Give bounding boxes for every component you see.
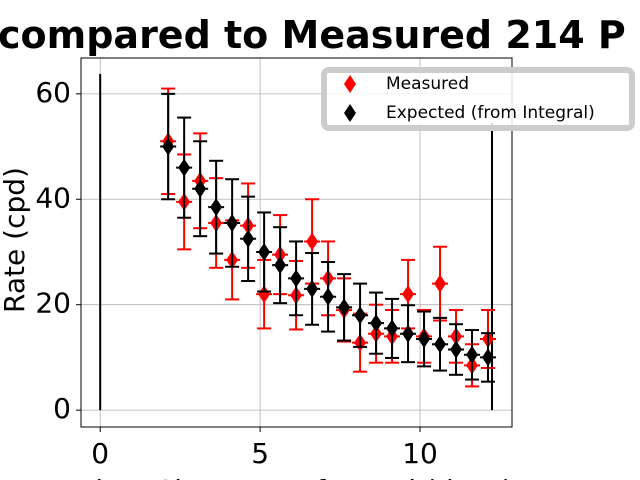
marker <box>274 256 287 275</box>
x-tick-label: 0 <box>91 437 109 470</box>
marker <box>178 158 191 177</box>
marker <box>482 348 495 367</box>
marker <box>162 137 175 156</box>
marker <box>290 269 303 288</box>
legend-label: Measured <box>386 74 469 94</box>
data-point <box>256 211 273 293</box>
marker <box>306 279 319 298</box>
marker <box>226 213 239 232</box>
x-tick-label: 5 <box>251 437 269 470</box>
marker <box>386 319 399 338</box>
marker <box>258 285 271 304</box>
chart-title: compared to Measured 214 P <box>0 13 626 57</box>
marker <box>258 242 271 261</box>
data-point <box>464 329 481 381</box>
marker <box>466 345 479 364</box>
marker <box>338 298 351 317</box>
legend-box <box>321 67 635 131</box>
plot-frame <box>80 57 513 428</box>
data-point <box>256 258 273 330</box>
x-axis-label: Time Since Transfer End (days) <box>78 474 513 480</box>
data-point <box>368 291 385 355</box>
data-point <box>176 116 193 219</box>
legend-label: Expected (from Integral) <box>386 103 595 123</box>
y-axis-label: Rate (cpd) <box>0 167 31 313</box>
data-point <box>304 252 321 326</box>
data-point <box>352 282 369 348</box>
legend-marker <box>344 75 356 93</box>
marker <box>450 340 463 359</box>
marker <box>434 335 447 354</box>
data-point <box>480 332 497 383</box>
x-tick-label: 10 <box>402 437 438 470</box>
marker <box>434 274 447 293</box>
data-point <box>448 323 465 376</box>
data-point <box>432 316 449 372</box>
marker <box>354 306 367 325</box>
data-point <box>240 195 257 282</box>
data-point <box>224 178 241 268</box>
marker <box>194 179 207 198</box>
y-tick-label: 40 <box>35 181 71 214</box>
data-point <box>384 297 401 359</box>
data-point <box>272 226 289 305</box>
marker <box>370 314 383 333</box>
marker <box>242 229 255 248</box>
data-point <box>192 140 209 238</box>
marker <box>418 329 431 348</box>
marker <box>322 287 335 306</box>
y-tick-label: 0 <box>53 392 71 425</box>
data-point <box>416 310 433 368</box>
data-point <box>288 240 305 317</box>
data-point <box>208 159 225 255</box>
y-tick-label: 20 <box>35 287 71 320</box>
marker <box>402 324 415 343</box>
data-point <box>336 273 353 342</box>
data-point <box>160 92 177 201</box>
data-point <box>432 245 449 322</box>
marker <box>402 285 415 304</box>
legend-marker <box>344 104 356 122</box>
data-point <box>400 304 417 364</box>
y-tick-label: 60 <box>35 76 71 109</box>
marker <box>306 232 319 251</box>
marker <box>210 198 223 217</box>
data-point <box>320 261 337 333</box>
